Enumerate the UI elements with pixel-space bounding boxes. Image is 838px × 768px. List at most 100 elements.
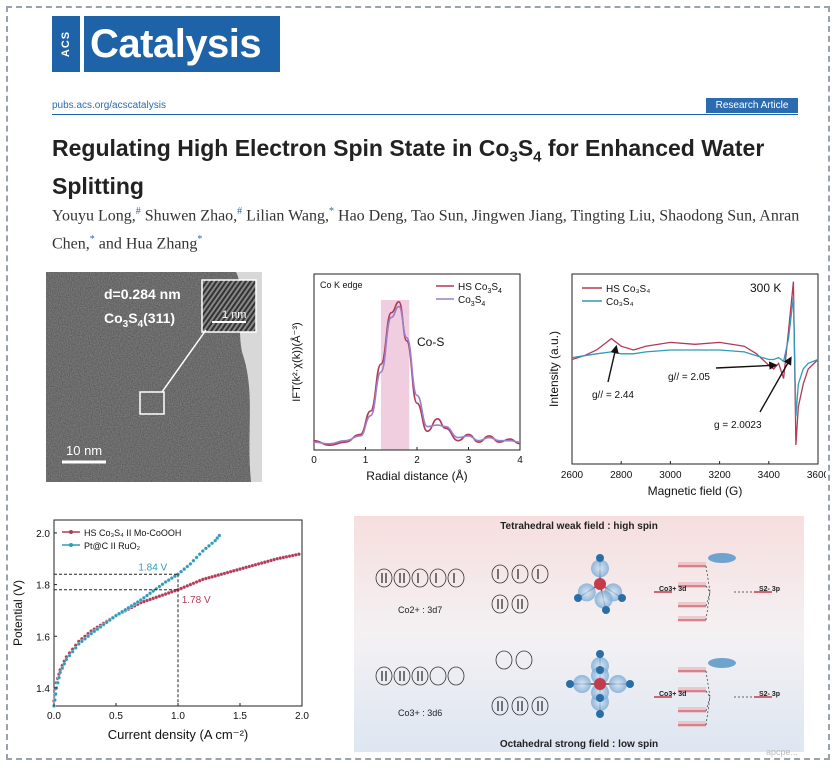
data-point-1 — [76, 642, 81, 646]
series-line-0 — [571, 281, 819, 446]
x-tick-label: 0.0 — [47, 711, 61, 722]
data-point-1 — [55, 680, 60, 685]
paper-title: Regulating High Electron Spin State in C… — [52, 135, 765, 199]
data-point-1 — [163, 580, 168, 584]
correlation-line — [705, 690, 711, 698]
journal-logo: ACS Catalysis — [52, 16, 280, 72]
temperature-label: 300 K — [750, 281, 781, 295]
x-tick-label: 1 — [363, 455, 369, 466]
correlation-line — [705, 591, 711, 621]
lobe — [591, 559, 609, 578]
legend-marker-0 — [69, 530, 73, 534]
data-point-1 — [101, 622, 106, 627]
data-point-1 — [60, 666, 65, 671]
annotation-low: 1.78 V — [182, 595, 211, 606]
x-tick-label: 1.5 — [233, 711, 247, 722]
x-tick-label: 3600 — [807, 470, 826, 481]
lobe — [594, 590, 613, 609]
orbital-circle — [429, 568, 447, 588]
data-point-1 — [135, 600, 140, 604]
orbital-circle — [491, 564, 509, 584]
sulfur-atom — [596, 710, 604, 718]
legend-label-1: Pt@C II RuO₂ — [84, 541, 141, 551]
sulfur-atom — [596, 666, 604, 674]
level-shade — [678, 602, 706, 608]
legend-label-0: HS Co3S4 — [458, 282, 502, 295]
series-line-1 — [313, 305, 521, 445]
journal-url[interactable]: pubs.acs.org/acscatalysis — [52, 100, 166, 111]
legend-label-1: Co₃S₄ — [606, 297, 634, 308]
plot-frame — [313, 273, 521, 451]
level-shade — [678, 707, 706, 713]
cobalt-atom — [594, 678, 606, 690]
author-name: Hao Deng, Tao Sun, Jingwen Jiang, Tingti… — [52, 207, 800, 253]
lobe — [573, 675, 591, 693]
author-list: Youyu Long,# Shuwen Zhao,# Lilian Wang,*… — [52, 200, 812, 257]
x-tick-label: 4 — [517, 455, 523, 466]
orbital-circle — [511, 594, 529, 614]
data-point-1 — [79, 639, 84, 644]
scale-bar-label: 10 nm — [66, 443, 102, 458]
ft-exafs-chart: 0 1 2 3 4 Radial distance (Å) IFT(k²·χ(k))(Å⁻³… — [290, 273, 523, 483]
s-level-label-bottom: S2- 3p — [759, 691, 780, 698]
data-point-1 — [67, 653, 72, 658]
octahedral-title: Octahedral strong field : low spin — [500, 739, 658, 750]
lattice-spacing-label: d=0.284 nm — [104, 286, 181, 302]
data-point-1 — [197, 552, 202, 557]
data-point-1 — [132, 602, 137, 606]
data-point-1 — [89, 631, 94, 636]
ion-top-label: Co2+ : 3d7 — [398, 605, 442, 615]
x-tick-label: 3000 — [659, 470, 682, 481]
correlation-line — [705, 585, 711, 593]
sulfur-atom — [596, 694, 604, 702]
orbital-circle — [375, 666, 393, 686]
author-mark: # — [135, 206, 141, 217]
data-point-1 — [141, 595, 146, 600]
g-annotation-2: g// = 2.05 — [668, 372, 710, 383]
lsv-chart: 1.84 V 1.78 V 0.0 0.5 1.0 1.5 2.0 1.4 1.6 1.8 2.0 C… — [11, 519, 309, 742]
author-name: Lilian Wang, — [242, 207, 330, 225]
orbital-diagrams — [375, 553, 772, 727]
data-point-1 — [83, 636, 87, 641]
arrow-3 — [759, 356, 792, 413]
acs-mark: ACS — [52, 16, 80, 72]
data-point-1 — [86, 634, 91, 639]
data-point-1 — [52, 698, 57, 702]
data-point-1 — [53, 691, 58, 696]
orbital-circle — [447, 568, 465, 588]
orbital-circle — [375, 568, 393, 588]
data-point-1 — [129, 603, 134, 608]
data-point-1 — [160, 582, 165, 587]
y-axis-label: Potential (V) — [11, 580, 25, 646]
data-point-1 — [169, 576, 174, 581]
data-point-1 — [110, 615, 115, 620]
data-point-1 — [213, 538, 218, 543]
orbital-circle — [411, 568, 429, 588]
author-name: Shuwen Zhao, — [140, 207, 238, 225]
chart-title: Co K edge — [320, 280, 363, 290]
x-tick-label: 2600 — [561, 470, 584, 481]
data-point-0 — [296, 552, 301, 557]
s-level-label-top: S2- 3p — [759, 586, 780, 593]
x-axis-label: Radial distance (Å) — [366, 468, 467, 483]
y-tick-label: 2.0 — [36, 529, 50, 540]
arrow-2 — [715, 361, 778, 370]
lobe — [609, 675, 627, 693]
data-point-1 — [217, 533, 222, 538]
page-border — [6, 6, 830, 760]
watermark: apcpe... — [766, 747, 799, 757]
cobalt-atom — [594, 578, 606, 590]
orbital-circle — [411, 666, 429, 686]
tetrahedral-title: Tetrahedral weak field : high spin — [500, 521, 658, 532]
orbital-cloud — [708, 658, 736, 668]
plot-frame — [571, 273, 819, 465]
g-annotation-1: g// = 2.44 — [592, 390, 634, 401]
author-mark: * — [89, 234, 95, 246]
data-point-1 — [92, 629, 97, 634]
sulfur-atom — [596, 554, 604, 562]
lobe — [577, 583, 596, 602]
y-tick-label: 1.4 — [36, 684, 50, 695]
x-tick-label: 0 — [311, 455, 317, 466]
orbital-circle — [495, 650, 513, 670]
x-tick-label: 2 — [414, 455, 420, 466]
